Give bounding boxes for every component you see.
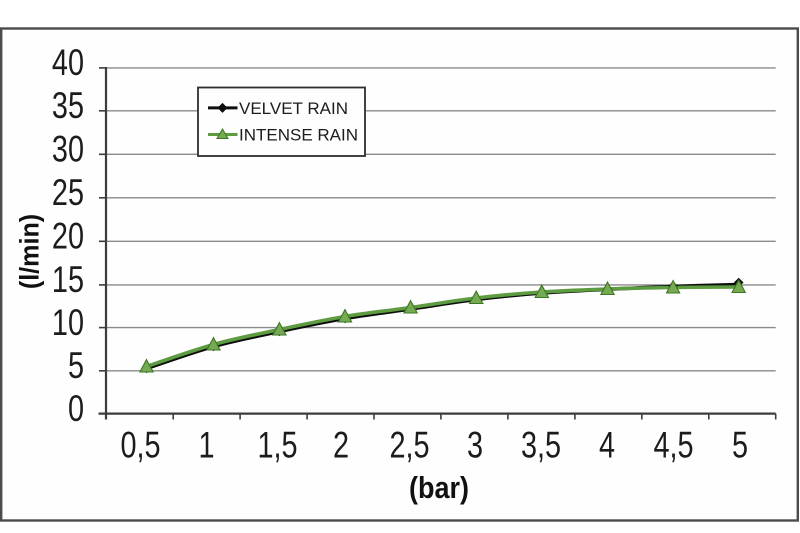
svg-text:2: 2 bbox=[333, 425, 349, 466]
svg-text:10: 10 bbox=[52, 302, 84, 343]
svg-text:4: 4 bbox=[599, 425, 615, 466]
svg-text:5: 5 bbox=[732, 425, 748, 466]
svg-text:35: 35 bbox=[52, 86, 84, 127]
svg-text:(bar): (bar) bbox=[409, 471, 469, 505]
svg-text:40: 40 bbox=[52, 43, 84, 84]
svg-text:5: 5 bbox=[68, 346, 84, 387]
svg-text:3,5: 3,5 bbox=[521, 425, 561, 466]
svg-text:20: 20 bbox=[52, 216, 84, 257]
svg-text:25: 25 bbox=[52, 173, 84, 214]
svg-text:4,5: 4,5 bbox=[653, 425, 693, 466]
svg-text:3: 3 bbox=[467, 425, 483, 466]
svg-text:0: 0 bbox=[68, 388, 84, 429]
svg-text:1,5: 1,5 bbox=[257, 425, 297, 466]
svg-text:VELVET RAIN: VELVET RAIN bbox=[239, 99, 348, 118]
svg-text:30: 30 bbox=[52, 129, 84, 170]
svg-text:INTENSE RAIN: INTENSE RAIN bbox=[239, 126, 358, 145]
svg-text:0,5: 0,5 bbox=[120, 425, 160, 466]
svg-text:(l/min): (l/min) bbox=[14, 214, 45, 289]
svg-text:1: 1 bbox=[198, 425, 214, 466]
svg-text:2,5: 2,5 bbox=[389, 425, 429, 466]
svg-text:15: 15 bbox=[52, 260, 84, 301]
